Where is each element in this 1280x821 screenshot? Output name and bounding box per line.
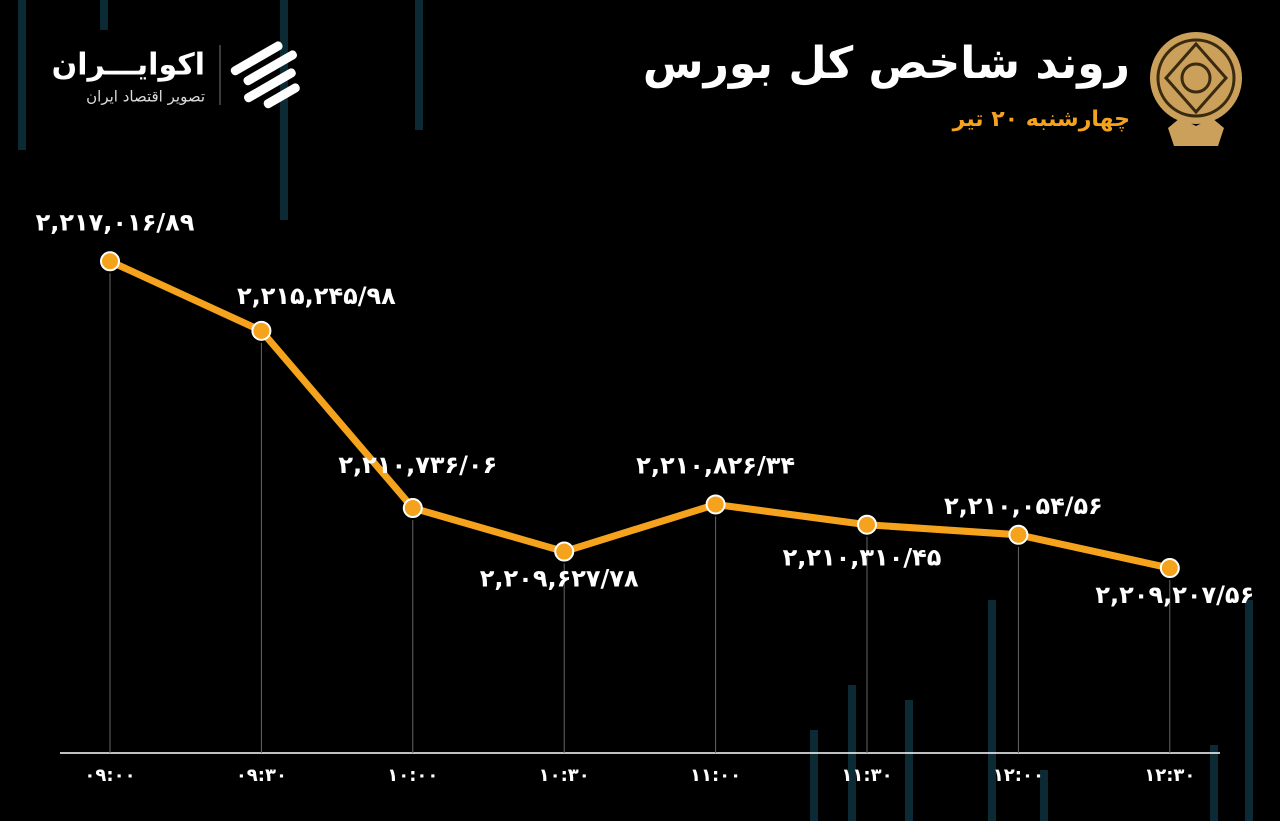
chart-subtitle: چهارشنبه ۲۰ تیر [952, 107, 1130, 132]
x-tick-label: ۱۱:۳۰ [841, 765, 892, 786]
x-tick-label: ۱۰:۳۰ [539, 765, 590, 786]
value-label: ۲,۲۱۰,۸۲۶/۳۴ [636, 451, 795, 479]
point [554, 541, 575, 562]
x-tick-label: ۰۹:۳۰ [236, 765, 287, 786]
value-label: ۲,۲۱۰,۰۵۴/۵۶ [944, 492, 1103, 520]
x-tick-label: ۱۰:۰۰ [387, 765, 438, 786]
value-label: ۲,۲۰۹,۲۰۷/۵۶ [1095, 581, 1254, 609]
chart-title: روند شاخص کل بورس [643, 38, 1130, 89]
x-tick-label: ۱۲:۰۰ [993, 765, 1044, 786]
point [1159, 558, 1180, 579]
value-label: ۲,۲۰۹,۶۲۷/۷۸ [480, 565, 639, 593]
point [857, 514, 877, 535]
brand-logo [219, 41, 300, 109]
point [705, 494, 726, 515]
x-tick-label: ۰۹:۰۰ [84, 765, 135, 786]
line [108, 258, 1171, 572]
point [1008, 524, 1029, 545]
point [251, 320, 272, 341]
brand-name: اکوایـــران [52, 48, 205, 83]
brand-tagline: تصویر اقتصاد ایران [86, 88, 205, 106]
value-label: ۲,۲۱۰,۳۱۰/۴۵ [783, 544, 942, 572]
value-label: ۲,۲۱۷,۰۱۶/۸۹ [36, 208, 195, 236]
point [100, 251, 120, 272]
point [402, 498, 423, 519]
value-label: ۲,۲۱۰,۷۳۶/۰۶ [338, 451, 497, 479]
emblem [1150, 32, 1242, 146]
x-tick-label: ۱۱:۰۰ [690, 765, 741, 786]
value-label: ۲,۲۱۵,۲۴۵/۹۸ [237, 282, 396, 310]
x-tick-label: ۱۲:۳۰ [1144, 765, 1195, 786]
